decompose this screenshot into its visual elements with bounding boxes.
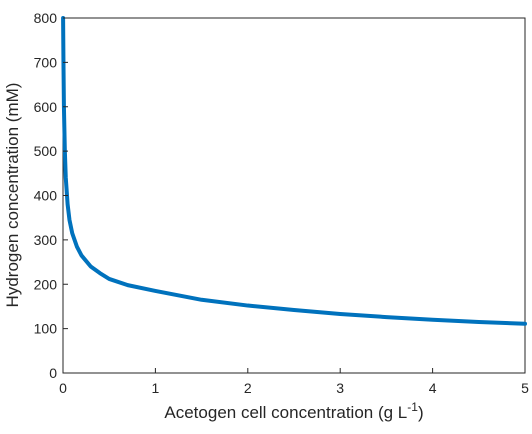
x-tick-label: 3 — [336, 380, 344, 396]
x-tick-label: 1 — [152, 380, 160, 396]
x-tick-label: 0 — [59, 380, 67, 396]
y-tick-label: 0 — [49, 365, 57, 381]
x-tick-label: 4 — [429, 380, 437, 396]
x-axis-label: Acetogen cell concentration (g L-1) — [164, 400, 423, 422]
x-axis-ticks: 0 1 2 3 4 5 — [59, 368, 529, 396]
x-axis-label-superscript: -1 — [407, 400, 418, 414]
series-layer — [61, 16, 527, 326]
series-line-0 — [61, 16, 527, 326]
y-tick-label: 300 — [34, 232, 58, 248]
y-tick-label: 700 — [34, 54, 58, 70]
y-tick-label: 600 — [34, 99, 58, 115]
plot-frame — [62, 17, 526, 374]
plot-area: 0 1 2 3 4 5 0 100 200 300 400 500 600 700 800 — [34, 10, 529, 396]
x-tick-label: 2 — [244, 380, 252, 396]
y-tick-label: 800 — [34, 10, 58, 26]
y-tick-label: 400 — [34, 188, 58, 204]
y-axis-label: Hydrogen concentration (mM) — [3, 83, 22, 308]
y-axis-ticks: 0 100 200 300 400 500 600 700 800 — [34, 10, 68, 381]
x-tick-label: 5 — [521, 380, 529, 396]
y-tick-label: 500 — [34, 143, 58, 159]
y-tick-label: 100 — [34, 321, 58, 337]
y-tick-label: 200 — [34, 276, 58, 292]
